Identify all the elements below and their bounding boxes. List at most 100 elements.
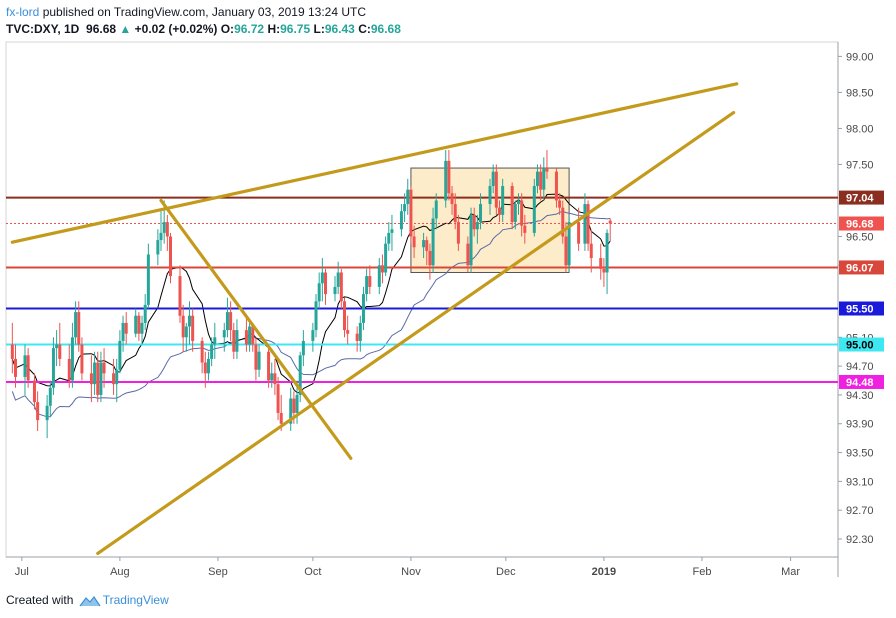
y-tick-label: 98.50 [846,87,874,99]
candle [608,218,612,242]
candle [165,214,169,251]
level-tag-97-04: 97.04 [839,190,884,205]
candle [317,272,321,309]
candle [298,351,302,403]
candle [510,182,514,230]
candle [203,351,207,388]
candle-body [567,222,571,266]
candle-body [235,330,239,352]
candle-body [608,220,612,224]
low-label: L: [313,22,325,36]
trendline-3 [159,198,353,460]
candle-body [409,189,413,237]
author-link[interactable]: fx-lord [6,5,40,19]
candle [248,319,252,352]
candle-body [577,222,581,244]
footer: Created with TradingView [6,593,169,607]
candle [314,294,318,338]
candle [475,214,479,244]
candle [267,344,271,388]
symbol-name: TVC:DXY, 1D [6,22,80,36]
level-tag-bg [839,337,884,352]
candle-body [488,186,492,205]
candle [89,355,93,403]
x-tick-label: Jul [15,566,29,578]
candle-body [301,340,305,356]
candle [112,358,116,395]
candle-body [425,240,429,251]
candle [409,186,413,244]
candle [254,337,258,381]
candle-body [203,362,207,374]
candle-body [431,218,435,266]
candle [118,330,122,374]
candle [235,319,239,359]
candle [206,351,210,381]
candle [229,301,233,341]
candle-body [295,394,299,413]
candle-body [213,337,217,345]
candle [589,229,593,273]
candle-body [403,204,407,212]
published-text: published on TradingView.com, January 03… [42,5,367,19]
level-tag-bg [839,216,884,231]
candle [55,330,59,367]
candle [48,380,52,417]
candle-body [45,405,49,421]
candle [121,315,125,352]
candle-body [532,186,536,233]
candle [450,186,454,215]
candle-body [254,344,258,370]
candle [586,200,590,251]
candle-body [23,355,27,377]
candle [358,315,362,352]
candle-body [380,265,384,273]
candle [67,344,71,388]
candle-body [102,362,106,374]
candle-body [210,344,214,359]
level-tag-label: 97.04 [846,193,874,205]
plot-area [5,41,839,558]
candle-body [159,232,163,241]
candle-body [112,373,116,385]
candle-body [96,362,100,395]
candle-body [93,362,97,385]
candle-body [605,232,609,273]
candle [232,322,236,359]
candle [599,243,603,280]
candle [602,258,606,287]
candle [184,322,188,352]
candle-body [469,214,473,266]
candle-body [545,168,549,172]
candle-body [317,283,321,302]
candle-body [99,362,103,395]
candle-body [80,344,84,374]
candle [187,301,191,345]
candle-body [169,236,173,277]
tradingview-link[interactable]: TradingView [102,593,169,607]
candle [561,200,565,244]
candle-body [229,312,233,331]
candle [355,326,359,352]
level-tag-bg [839,374,884,389]
candle [558,193,562,215]
candle-body [390,229,394,233]
level-tag-96-07: 96.07 [839,260,884,275]
candle-body [583,204,587,244]
candle-body [13,358,17,377]
candle [159,211,163,251]
candle [431,207,435,273]
high-value: 96.75 [280,22,311,36]
candle [301,330,305,367]
candle [140,315,144,345]
level-tag-label: 95.00 [846,340,874,352]
candle-body [178,276,182,316]
close-label: C: [358,22,371,36]
x-tick-label: Nov [401,566,421,578]
y-tick-label: 93.50 [846,448,874,460]
candle-body [165,222,169,237]
candle-body [289,398,293,424]
candle-body [70,337,74,381]
candle-body [387,232,391,244]
